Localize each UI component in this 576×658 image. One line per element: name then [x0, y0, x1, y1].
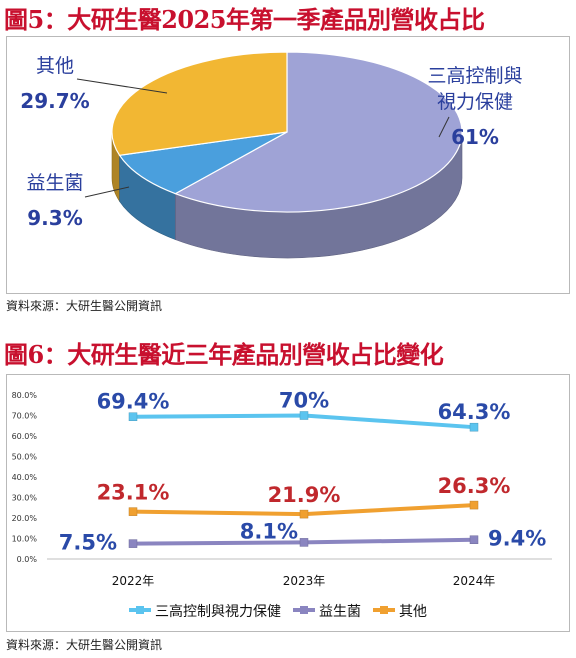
- series-point-0-0: [129, 413, 137, 421]
- pie-value-label-2: 29.7%: [20, 89, 89, 113]
- series-point-2-0: [129, 508, 137, 516]
- x-tick-label: 2023年: [283, 574, 326, 588]
- data-label-0-0: 69.4%: [97, 390, 170, 414]
- data-label-2-2: 26.3%: [438, 474, 511, 498]
- pie-label-2-0: 其他: [36, 55, 74, 77]
- legend-item-2: 其他: [373, 604, 427, 620]
- y-tick-label: 70.0%: [12, 412, 38, 421]
- series-point-0-2: [470, 423, 478, 431]
- x-tick-label: 2022年: [112, 574, 155, 588]
- series-point-2-2: [470, 501, 478, 509]
- y-tick-label: 50.0%: [12, 453, 38, 462]
- series-point-0-1: [300, 412, 308, 420]
- legend-label-1: 益生菌: [319, 604, 361, 620]
- series-point-2-1: [300, 510, 308, 518]
- data-label-0-1: 70%: [279, 389, 329, 413]
- y-tick-label: 80.0%: [12, 391, 38, 400]
- y-tick-label: 60.0%: [12, 432, 38, 441]
- y-tick-label: 20.0%: [12, 514, 38, 523]
- legend-marker-0: [136, 606, 144, 614]
- line-chart: 0.0% 10.0% 20.0% 30.0% 40.0% 50.0% 60.0% 70.0% 8…: [7, 375, 569, 631]
- figure5-source: 資料來源：大研生醫公開資訊: [6, 297, 162, 314]
- data-label-2-0: 23.1%: [97, 481, 170, 505]
- pie-label-0-1: 視力保健: [437, 91, 513, 113]
- pie-value-label-0: 61%: [451, 125, 499, 149]
- figure5-title: 圖5：大研生醫2025年第一季產品別營收占比: [4, 0, 485, 35]
- data-label-1-2: 9.4%: [488, 527, 546, 551]
- legend-marker-2: [380, 606, 388, 614]
- data-label-2-1: 21.9%: [268, 483, 341, 507]
- y-tick-label: 40.0%: [12, 473, 38, 482]
- series-point-1-2: [470, 536, 478, 544]
- legend-item-1: 益生菌: [293, 604, 361, 620]
- figure6-source: 資料來源：大研生醫公開資訊: [6, 636, 162, 653]
- y-tick-label: 10.0%: [12, 535, 38, 544]
- data-label-0-2: 64.3%: [438, 400, 511, 424]
- pie-label-0-0: 三高控制與: [427, 65, 522, 87]
- data-label-1-1: 8.1%: [240, 519, 298, 543]
- legend-label-2: 其他: [399, 604, 427, 620]
- series-point-1-1: [300, 538, 308, 546]
- legend-item-0: 三高控制與視力保健: [129, 603, 281, 620]
- pie-label-1-0: 益生菌: [26, 172, 83, 194]
- y-tick-label: 30.0%: [12, 494, 38, 503]
- series-point-1-0: [129, 540, 137, 548]
- legend-label-0: 三高控制與視力保健: [155, 603, 281, 620]
- y-tick-label: 0.0%: [17, 555, 38, 564]
- pie-chart: 三高控制與視力保健 61% 益生菌 9.3% 其他 29.7%: [7, 37, 569, 293]
- line-chart-panel: 0.0% 10.0% 20.0% 30.0% 40.0% 50.0% 60.0% 70.0% 8…: [6, 374, 570, 632]
- figure6-title: 圖6：大研生醫近三年產品別營收占比變化: [4, 335, 443, 370]
- data-label-1-0: 7.5%: [59, 531, 117, 555]
- x-tick-label: 2024年: [453, 574, 496, 588]
- pie-value-label-1: 9.3%: [27, 206, 82, 230]
- pie-chart-panel: 三高控制與視力保健 61% 益生菌 9.3% 其他 29.7%: [6, 36, 570, 294]
- legend-marker-1: [300, 606, 308, 614]
